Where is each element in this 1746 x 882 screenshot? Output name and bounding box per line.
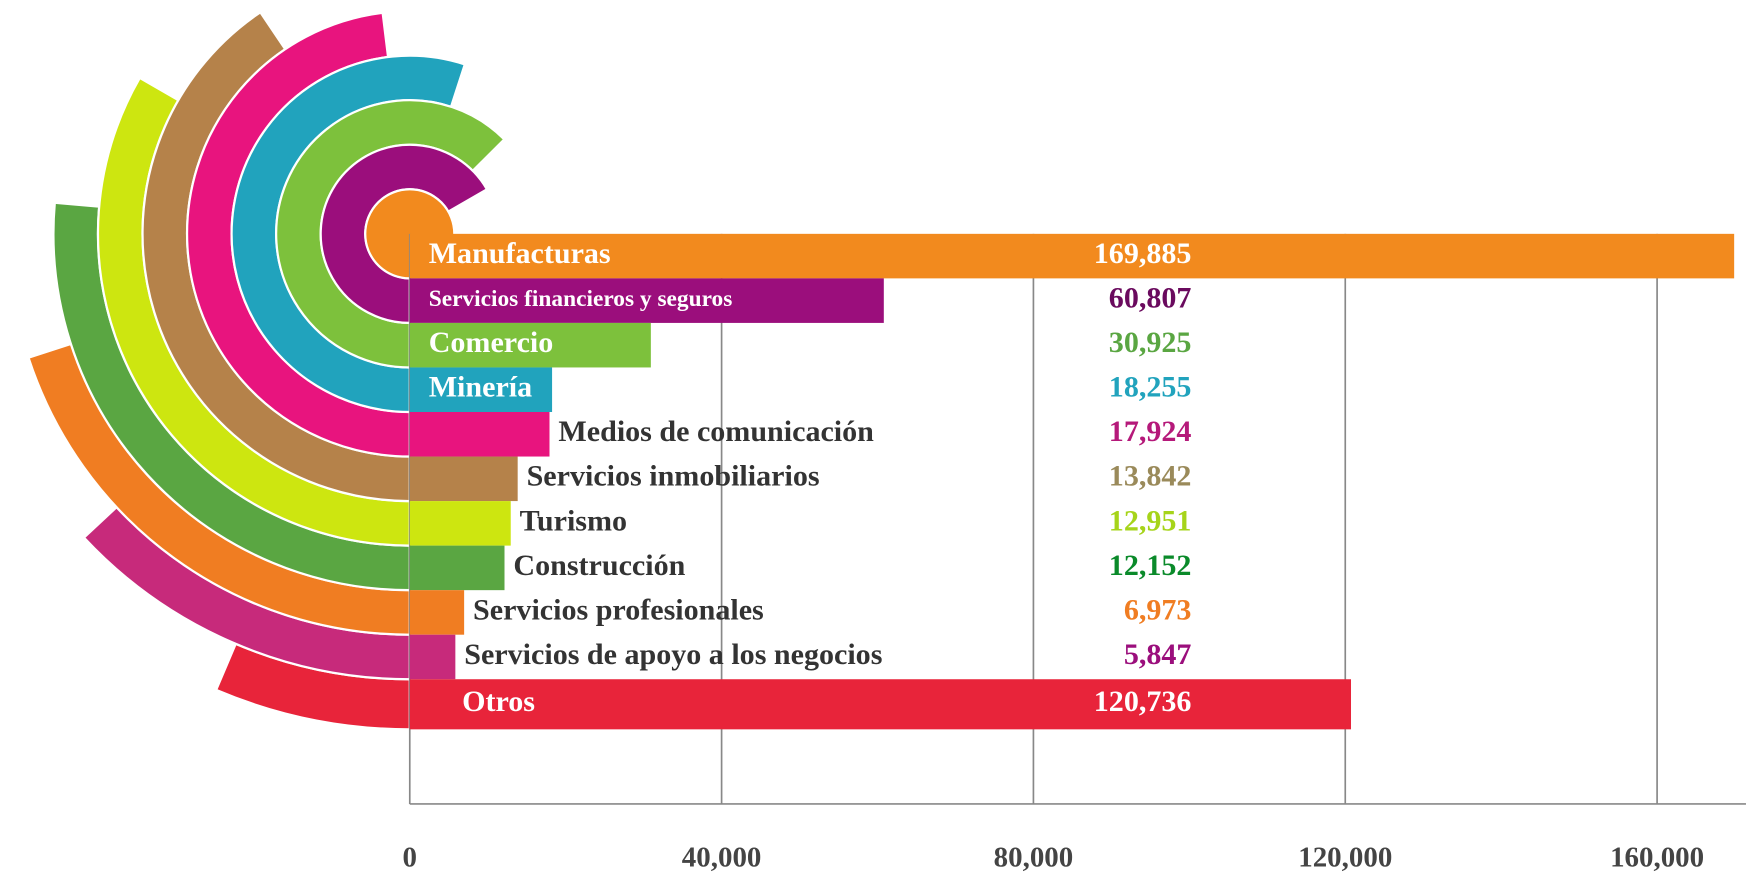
value-label: 60,807 xyxy=(1109,281,1192,315)
value-label: 120,736 xyxy=(1094,684,1192,718)
bar xyxy=(409,278,884,323)
value-label: 13,842 xyxy=(1109,459,1192,493)
bar xyxy=(409,501,511,546)
category-label: Turismo xyxy=(520,503,627,537)
bar xyxy=(409,456,518,502)
category-label: Manufacturas xyxy=(429,236,611,270)
x-tick-label: 80,000 xyxy=(994,841,1074,873)
value-label: 6,973 xyxy=(1124,592,1192,626)
bar xyxy=(409,545,505,591)
x-tick-label: 120,000 xyxy=(1298,841,1392,873)
value-label: 12,152 xyxy=(1109,548,1192,582)
category-label: Construcción xyxy=(513,548,685,582)
bar xyxy=(409,367,553,412)
bar xyxy=(409,590,465,635)
value-label: 30,925 xyxy=(1109,325,1192,359)
category-label: Servicios financieros y seguros xyxy=(429,286,733,312)
value-label: 18,255 xyxy=(1109,370,1192,404)
value-label: 12,951 xyxy=(1109,503,1192,537)
value-label: 5,847 xyxy=(1124,637,1192,671)
category-label: Minería xyxy=(429,370,532,404)
category-label: Comercio xyxy=(429,325,554,359)
category-label: Servicios de apoyo a los negocios xyxy=(464,637,882,671)
bar xyxy=(409,634,456,680)
category-label: Otros xyxy=(462,684,535,718)
x-tick-label: 160,000 xyxy=(1610,841,1704,873)
category-label: Medios de comunicación xyxy=(558,414,874,448)
x-tick-label: 40,000 xyxy=(682,841,762,873)
bar xyxy=(409,411,550,457)
bar xyxy=(409,322,651,368)
x-tick-label: 0 xyxy=(403,841,417,873)
category-label: Servicios inmobiliarios xyxy=(527,459,820,493)
value-label: 17,924 xyxy=(1109,414,1192,448)
value-label: 169,885 xyxy=(1094,236,1192,270)
bar xyxy=(409,233,1735,279)
category-label: Servicios profesionales xyxy=(473,592,764,626)
bar xyxy=(409,679,1352,730)
plot: 0 40,000 80,000 120,000 160,000 Manufacturas 1… xyxy=(27,10,1746,873)
